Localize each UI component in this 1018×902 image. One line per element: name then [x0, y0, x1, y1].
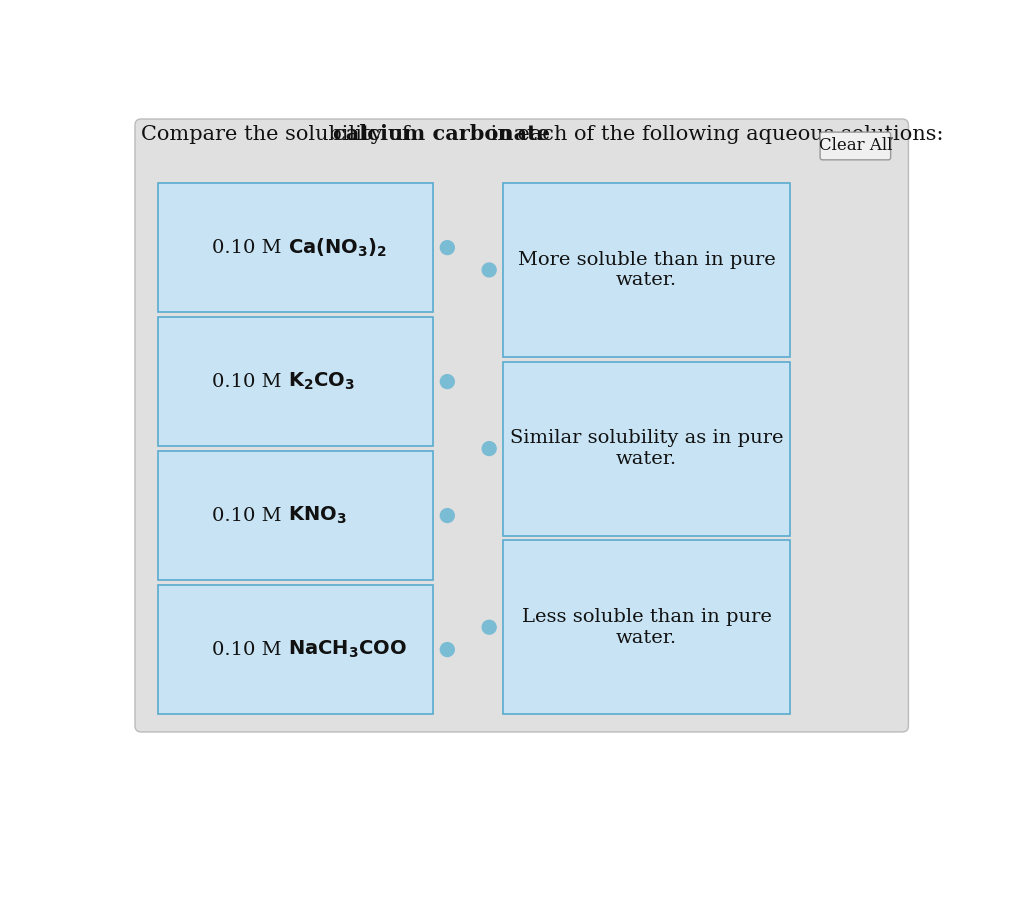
FancyBboxPatch shape [503, 183, 790, 357]
Text: 0.10 M: 0.10 M [213, 640, 288, 658]
Circle shape [441, 374, 454, 389]
Text: Less soluble than in pure
water.: Less soluble than in pure water. [521, 608, 772, 647]
Circle shape [441, 642, 454, 657]
Text: 0.10 M: 0.10 M [213, 373, 288, 391]
FancyBboxPatch shape [821, 132, 891, 160]
Circle shape [441, 241, 454, 254]
Circle shape [483, 621, 496, 634]
FancyBboxPatch shape [158, 317, 434, 446]
Text: calcium carbonate: calcium carbonate [333, 124, 550, 144]
Text: $\mathbf{NaCH_3COO}$: $\mathbf{NaCH_3COO}$ [288, 639, 407, 660]
Text: in each of the following aqueous solutions:: in each of the following aqueous solutio… [484, 124, 944, 144]
FancyBboxPatch shape [158, 451, 434, 580]
Text: More soluble than in pure
water.: More soluble than in pure water. [517, 251, 776, 290]
FancyBboxPatch shape [158, 584, 434, 714]
Circle shape [483, 263, 496, 277]
FancyBboxPatch shape [135, 119, 908, 732]
FancyBboxPatch shape [503, 362, 790, 536]
Text: 0.10 M: 0.10 M [213, 507, 288, 525]
FancyBboxPatch shape [158, 183, 434, 312]
FancyBboxPatch shape [503, 540, 790, 714]
Circle shape [441, 509, 454, 522]
Text: $\mathbf{K_2CO_3}$: $\mathbf{K_2CO_3}$ [288, 371, 355, 392]
Text: Clear All: Clear All [818, 137, 892, 154]
Text: Similar solubility as in pure
water.: Similar solubility as in pure water. [510, 429, 783, 468]
Text: $\mathbf{KNO_3}$: $\mathbf{KNO_3}$ [288, 505, 347, 526]
Text: Compare the solubility of: Compare the solubility of [142, 124, 416, 144]
Text: 0.10 M: 0.10 M [213, 239, 288, 256]
Circle shape [483, 442, 496, 456]
Text: $\mathbf{Ca(NO_3)_2}$: $\mathbf{Ca(NO_3)_2}$ [288, 236, 387, 259]
